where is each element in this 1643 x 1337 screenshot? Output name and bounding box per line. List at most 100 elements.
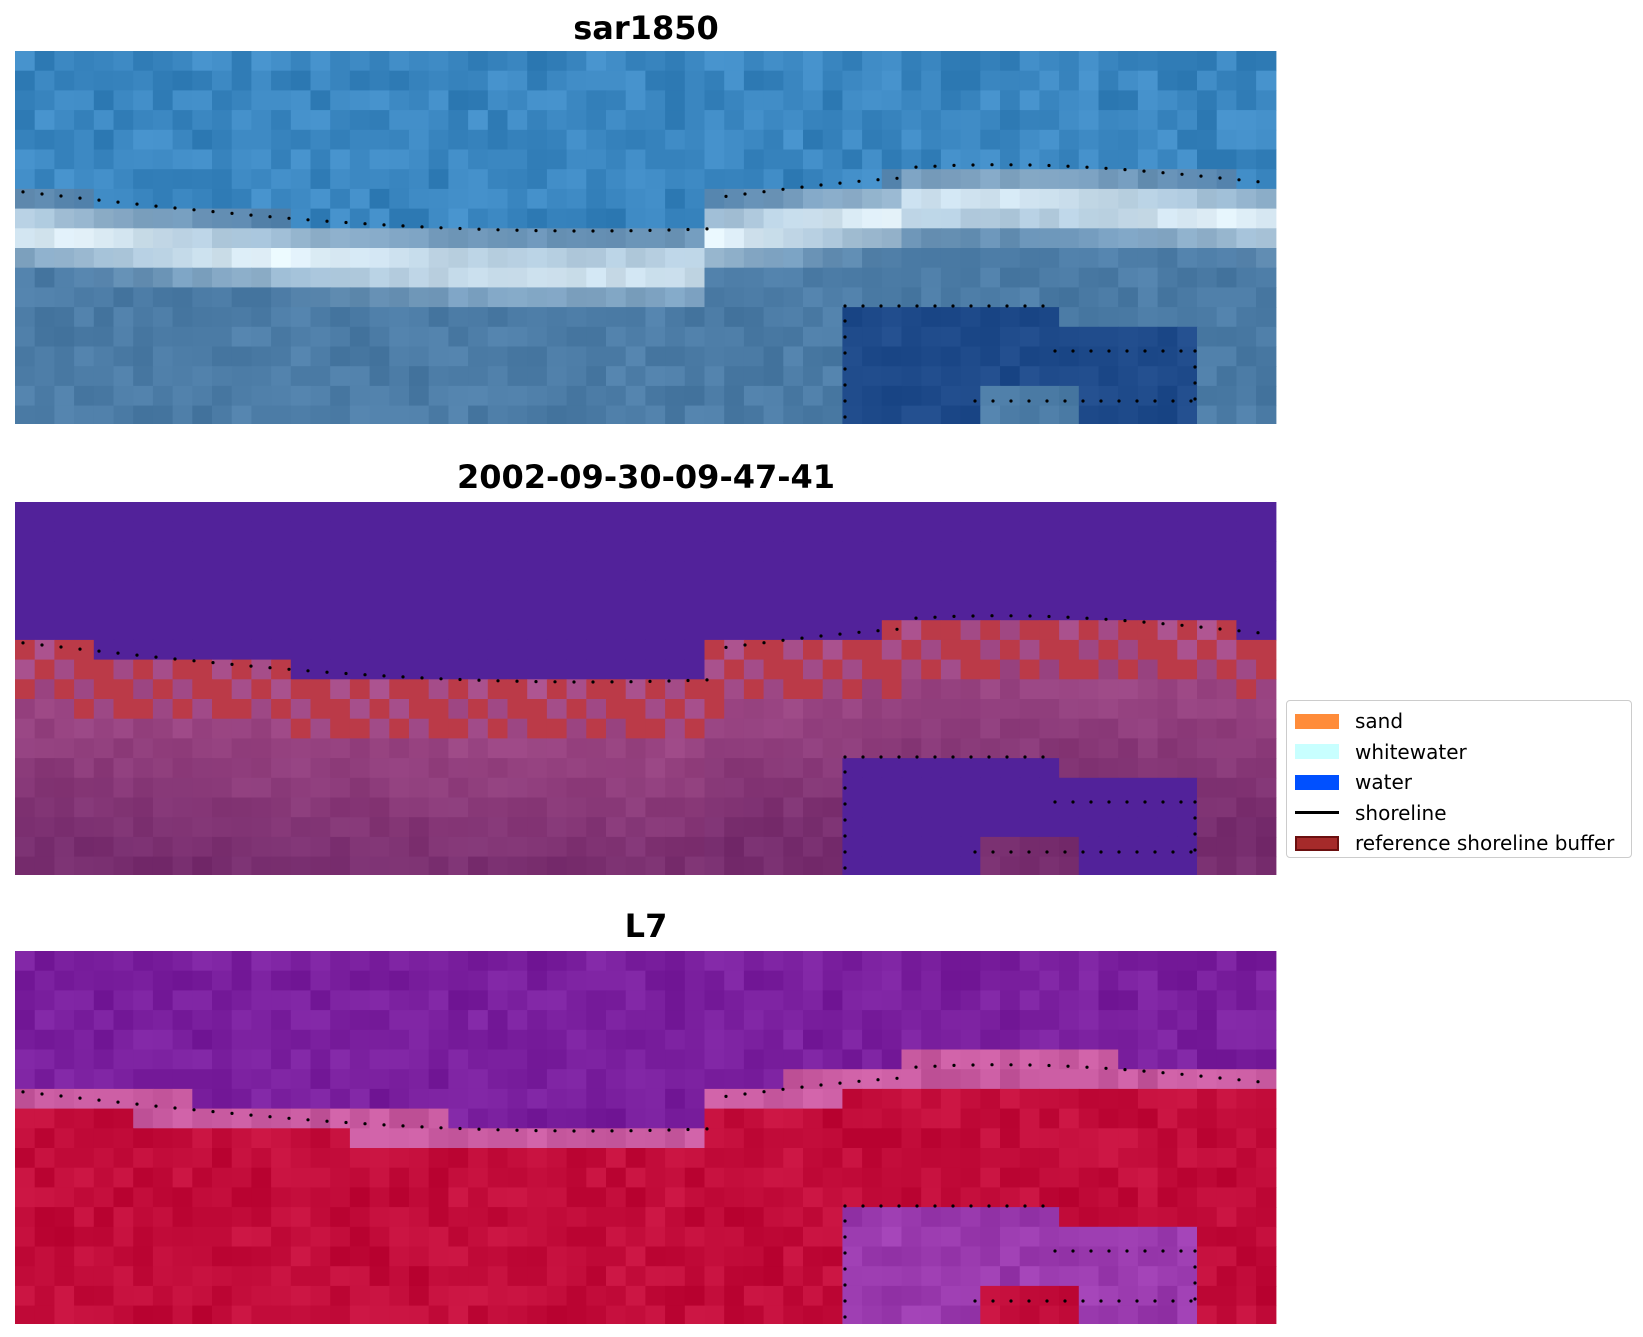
shoreline-point [610,1129,614,1133]
raster-pixel [231,1088,252,1110]
raster-pixel [290,1010,312,1031]
raster-pixel [448,1010,469,1031]
raster-pixel [133,1305,154,1324]
raster-pixel [349,679,371,700]
raster-pixel [842,228,863,249]
raster-pixel [1177,188,1198,210]
raster-pixel [310,1246,331,1267]
raster-pixel [606,188,627,210]
shoreline-point [192,1108,196,1112]
raster-pixel [1039,718,1060,739]
raster-pixel [1157,541,1178,562]
raster-pixel [113,346,134,367]
raster-pixel [192,1029,213,1051]
shoreline-point [843,755,847,759]
raster-pixel [586,659,607,680]
raster-pixel [1157,129,1178,151]
raster-pixel [1137,90,1159,111]
shoreline-point [861,304,865,308]
raster-pixel [980,385,1001,407]
raster-pixel [704,817,725,838]
raster-pixel [1236,1285,1257,1307]
raster-pixel [901,287,922,308]
raster-pixel [93,659,115,680]
raster-pixel [409,1305,430,1324]
raster-pixel [389,1128,410,1149]
raster-pixel [113,580,134,602]
raster-pixel [763,1010,784,1031]
raster-pixel [881,1285,903,1307]
raster-pixel [507,129,528,151]
raster-pixel [704,1285,725,1307]
raster-pixel [1000,777,1021,799]
raster-pixel [1118,502,1139,523]
raster-pixel [428,405,449,424]
raster-pixel [1059,1187,1080,1208]
raster-pixel [1118,149,1139,170]
raster-pixel [34,287,55,308]
raster-pixel [783,1148,804,1169]
raster-pixel [507,738,528,759]
raster-pixel [921,326,942,348]
raster-pixel [546,659,568,680]
raster-pixel [1019,951,1040,972]
shoreline-point [230,211,234,215]
raster-pixel [448,836,469,858]
raster-pixel [1197,1148,1218,1169]
raster-pixel [625,580,646,602]
raster-pixel [803,1049,824,1070]
raster-pixel [93,1069,115,1090]
raster-pixel [1216,1266,1237,1287]
raster-pixel [743,758,765,779]
raster-pixel [842,817,863,838]
raster-pixel [389,326,410,348]
raster-pixel [940,718,962,739]
raster-pixel [133,620,154,641]
shoreline-point [987,1204,991,1208]
raster-pixel [212,208,233,229]
raster-pixel [862,639,883,661]
raster-pixel [881,600,903,621]
raster-pixel [1197,970,1218,991]
raster-pixel [330,1069,351,1090]
raster-pixel [606,1266,627,1287]
raster-pixel [763,659,784,680]
raster-pixel [152,797,174,818]
raster-pixel [192,1226,213,1248]
raster-pixel [566,758,587,779]
shoreline-point [1135,399,1139,403]
raster-pixel [743,1128,765,1149]
raster-pixel [1059,405,1080,424]
raster-pixel [487,1226,509,1248]
raster-pixel [330,366,351,387]
raster-pixel [448,1167,469,1188]
raster-pixel [15,1069,36,1090]
shoreline-point [1256,631,1260,635]
raster-pixel [428,169,449,190]
raster-pixel [684,1108,706,1129]
raster-pixel [428,580,449,602]
raster-pixel [980,639,1001,661]
raster-pixel [428,521,449,542]
raster-pixel [113,1187,134,1208]
raster-pixel [566,970,587,991]
raster-pixel [349,817,371,838]
raster-pixel [113,90,134,111]
raster-pixel [606,817,627,838]
raster-pixel [724,639,745,661]
raster-pixel [389,699,410,720]
raster-pixel [704,90,725,111]
raster-pixel [74,777,95,799]
raster-pixel [704,699,725,720]
raster-pixel [1019,188,1040,210]
raster-pixel [1236,366,1257,387]
raster-pixel [586,405,607,424]
raster-pixel [152,1049,174,1070]
raster-pixel [468,228,489,249]
raster-pixel [1059,51,1080,72]
raster-pixel [724,620,745,641]
raster-pixel [93,346,115,367]
raster-pixel [665,267,686,288]
raster-pixel [783,149,804,170]
raster-pixel [546,1049,568,1070]
